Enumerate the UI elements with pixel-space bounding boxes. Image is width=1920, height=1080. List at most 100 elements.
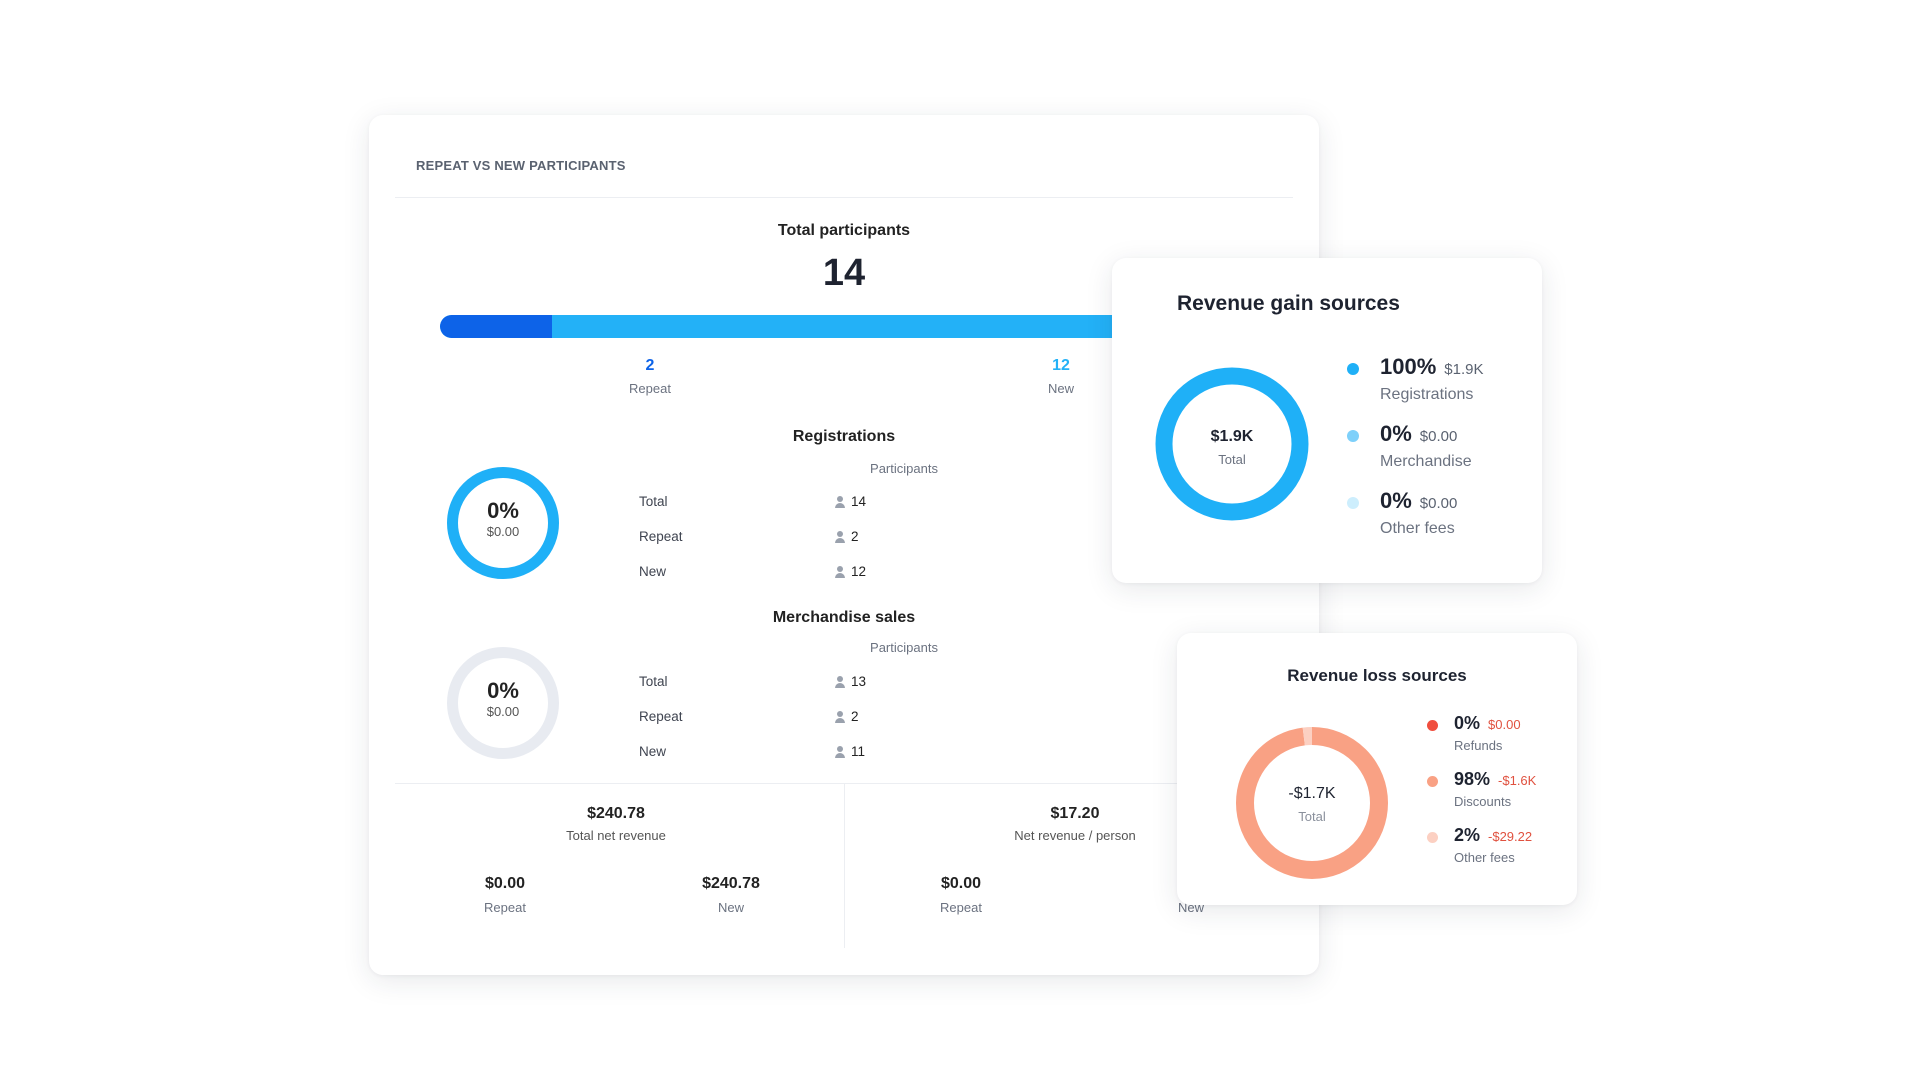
loss-amount-other-fees: -$29.22	[1488, 829, 1533, 844]
registrations-repeat-label: Repeat	[639, 529, 683, 544]
registrations-new-label: New	[639, 564, 667, 579]
gain-legend-pct: 0% $0.00	[1380, 488, 1457, 514]
gain-pct-merchandise: 0%	[1380, 421, 1412, 446]
merchandise-new-count: 11	[851, 744, 866, 759]
loss-donut-center: -$1.7K Total	[1234, 785, 1390, 824]
participants-split-bar	[440, 315, 1220, 338]
registrations-title: Registrations	[792, 428, 896, 445]
gain-title: Revenue gain sources	[1177, 292, 1400, 315]
merchandise-title: Merchandise sales	[772, 609, 916, 626]
merchandise-new-label: New	[639, 744, 667, 759]
gain-name-other-fees: Other fees	[1380, 520, 1455, 537]
registrations-repeat-count: 2	[851, 529, 859, 544]
registrations-total-label: Total	[639, 494, 668, 509]
registrations-ring-pct: 0%	[487, 498, 519, 523]
merchandise-repeat-count: 2	[851, 709, 859, 724]
gain-pct-other-fees: 0%	[1380, 488, 1412, 513]
revenue-loss-card: Revenue loss sources -$1.7K Total 0% $0.0…	[1177, 633, 1577, 905]
merchandise-total-label: Total	[639, 674, 668, 689]
registrations-ring-amount: $0.00	[486, 524, 520, 539]
legend-dot-icon	[1347, 363, 1359, 375]
person-icon	[834, 565, 846, 578]
loss-amount-refunds: $0.00	[1488, 717, 1521, 732]
per-person-repeat-label: Repeat	[940, 900, 982, 915]
registrations-ring	[447, 467, 559, 579]
revenue-gain-card: Revenue gain sources $1.9K Total 100% $1.…	[1112, 258, 1542, 583]
total-participants-value: 14	[822, 252, 866, 294]
merchandise-ring	[447, 647, 559, 759]
loss-legend-pct: 2% -$29.22	[1454, 825, 1532, 846]
loss-total-label: Total	[1298, 809, 1326, 824]
person-icon	[834, 530, 846, 543]
gain-total-value: $1.9K	[1210, 428, 1254, 445]
person-icon	[834, 495, 846, 508]
loss-total-value: -$1.7K	[1288, 785, 1336, 802]
gain-donut-center: $1.9K Total	[1154, 428, 1310, 467]
loss-pct-other-fees: 2%	[1454, 825, 1481, 845]
total-net-revenue-label: Total net revenue	[566, 828, 666, 843]
gain-amount-registrations: $1.9K	[1444, 361, 1484, 378]
gain-amount-merchandise: $0.00	[1419, 428, 1458, 445]
merchandise-total-value: 13	[834, 674, 866, 689]
merchandise-new-value: 11	[834, 744, 865, 759]
merchandise-repeat-value: 2	[834, 709, 859, 724]
loss-pct-discounts: 98%	[1454, 769, 1491, 789]
registrations-total-count: 14	[851, 494, 867, 509]
gain-donut-slice-0	[1155, 367, 1309, 521]
net-revenue-repeat-value: $0.00	[484, 875, 526, 892]
registrations-new-value: 12	[834, 564, 866, 579]
net-revenue-new-label: New	[717, 900, 744, 915]
merchandise-ring-pct: 0%	[487, 678, 519, 703]
repeat-count: 2	[645, 357, 655, 374]
repeat-label: Repeat	[629, 381, 671, 396]
per-person-repeat-value: $0.00	[940, 875, 982, 892]
loss-name-refunds: Refunds	[1454, 738, 1503, 753]
gain-legend-pct: 100% $1.9K	[1380, 354, 1483, 380]
registrations-column-header: Participants	[870, 461, 938, 476]
total-net-revenue-value: $240.78	[587, 805, 645, 822]
person-icon	[834, 675, 846, 688]
registrations-new-count: 12	[851, 564, 867, 579]
loss-name-discounts: Discounts	[1454, 794, 1512, 809]
merchandise-column-header: Participants	[870, 640, 938, 655]
merchandise-ring-text: 0% $0.00	[447, 678, 559, 719]
new-count: 12	[1052, 357, 1070, 374]
merchandise-total-count: 13	[851, 674, 867, 689]
gain-pct-registrations: 100%	[1380, 354, 1437, 379]
net-revenue-per-person-value: $17.20	[1050, 805, 1100, 822]
registrations-total-value: 14	[834, 494, 866, 509]
registrations-ring-text: 0% $0.00	[447, 498, 559, 539]
gain-total-label: Total	[1218, 452, 1246, 467]
net-revenue-repeat-label: Repeat	[484, 900, 526, 915]
loss-donut-chart	[1236, 727, 1388, 879]
legend-dot-icon	[1427, 720, 1438, 731]
merchandise-repeat-label: Repeat	[639, 709, 683, 724]
gain-legend-pct: 0% $0.00	[1380, 421, 1457, 447]
loss-donut-slice-2	[1236, 727, 1388, 879]
loss-title: Revenue loss sources	[1287, 666, 1467, 685]
loss-legend-pct: 0% $0.00	[1454, 713, 1521, 734]
gain-donut-chart	[1155, 367, 1309, 521]
loss-legend-pct: 98% -$1.6K	[1454, 769, 1536, 790]
total-participants-label: Total participants	[777, 222, 911, 239]
legend-dot-icon	[1347, 430, 1359, 442]
gain-name-registrations: Registrations	[1380, 386, 1474, 403]
loss-amount-discounts: -$1.6K	[1498, 773, 1537, 788]
header-divider	[395, 197, 1293, 198]
gain-name-merchandise: Merchandise	[1380, 453, 1472, 470]
legend-dot-icon	[1427, 776, 1438, 787]
loss-name-other-fees: Other fees	[1454, 850, 1515, 865]
net-revenue-new-value: $240.78	[702, 875, 760, 892]
new-label: New	[1047, 381, 1074, 396]
card-header: REPEAT VS NEW PARTICIPANTS	[416, 158, 626, 173]
bottom-vertical-divider	[844, 783, 845, 948]
registrations-repeat-value: 2	[834, 529, 859, 544]
net-revenue-per-person-label: Net revenue / person	[1014, 828, 1136, 843]
gain-amount-other-fees: $0.00	[1419, 495, 1458, 512]
legend-dot-icon	[1347, 497, 1359, 509]
person-icon	[834, 710, 846, 723]
merchandise-ring-amount: $0.00	[486, 704, 520, 719]
loss-pct-refunds: 0%	[1454, 713, 1481, 733]
repeat-bar-segment	[440, 315, 552, 338]
person-icon	[834, 745, 846, 758]
